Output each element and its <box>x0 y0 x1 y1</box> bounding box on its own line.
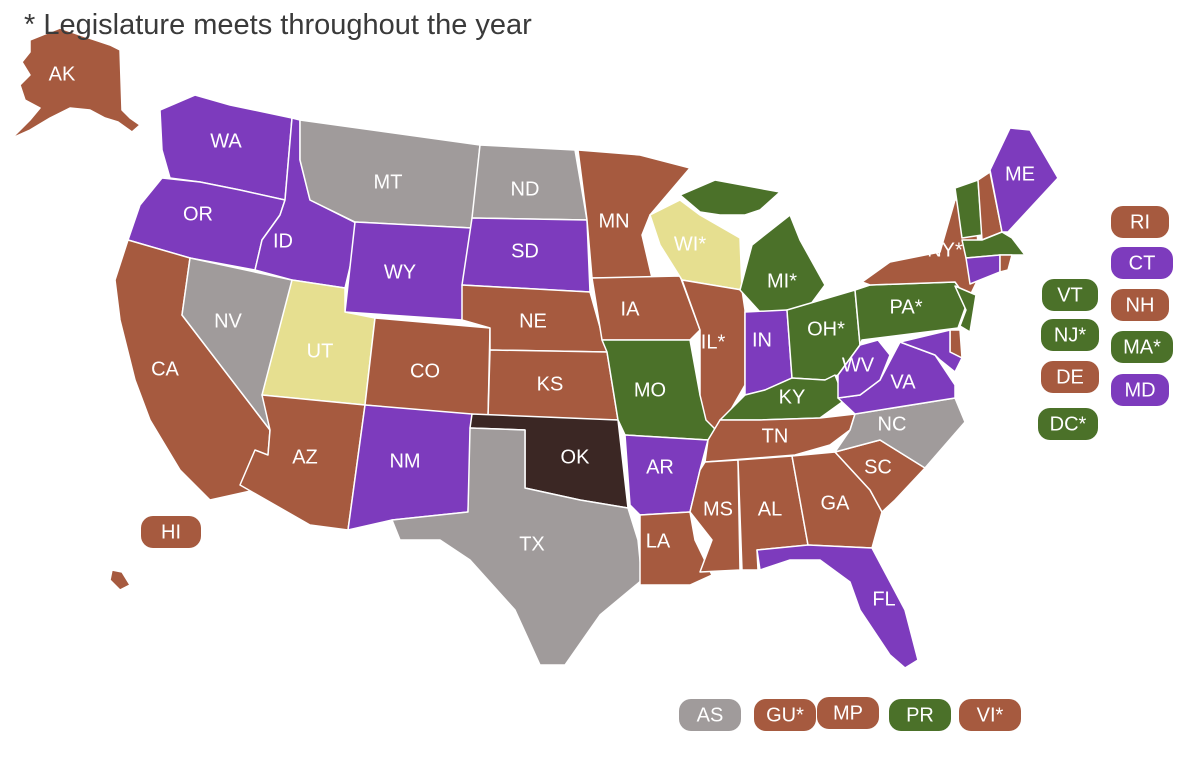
state-label: AZ <box>292 446 318 468</box>
state-shapes <box>11 27 1059 669</box>
state-shape <box>391 427 643 666</box>
badge-label: CT <box>1129 252 1156 274</box>
badge <box>817 697 879 729</box>
state-label: SC <box>864 456 892 478</box>
badge <box>1042 279 1098 311</box>
badge <box>1041 319 1099 351</box>
state-label: WI* <box>674 233 706 255</box>
state-label: SD <box>511 240 539 262</box>
state-label: AL <box>758 498 782 520</box>
state-label: ID <box>273 230 293 252</box>
badge <box>959 699 1021 731</box>
state-label: CA <box>151 358 179 380</box>
badge-label: DE <box>1056 366 1084 388</box>
state-label: IA <box>621 298 641 320</box>
state-label: FL <box>872 588 895 610</box>
badge <box>1111 206 1169 238</box>
badge <box>1111 289 1169 321</box>
state-label: WV <box>842 354 875 376</box>
badge-label: DC* <box>1050 413 1087 435</box>
state-shape <box>679 179 781 216</box>
state-label: NE <box>519 310 547 332</box>
badge <box>141 516 201 548</box>
state-label: WA <box>210 130 242 152</box>
state-label: AK <box>49 63 76 85</box>
badge-label: PR <box>906 704 934 726</box>
map-title: * Legislature meets throughout the year <box>24 9 532 41</box>
state-label: TN <box>762 425 789 447</box>
state-label: NV <box>214 310 242 332</box>
state-label: OR <box>183 203 213 225</box>
badge-label: RI <box>1130 211 1150 233</box>
state-label: NM <box>389 450 420 472</box>
state-label: MS <box>703 498 733 520</box>
state-label: GA <box>821 492 851 514</box>
state-shape <box>109 569 131 591</box>
state-label: NY* <box>927 239 963 261</box>
badge <box>1038 408 1098 440</box>
state-label: OK <box>561 446 591 468</box>
badge <box>889 699 951 731</box>
state-label: MT <box>374 171 403 193</box>
state-shape <box>954 285 977 333</box>
badge-label: NJ* <box>1054 324 1086 346</box>
badge-label: VT <box>1057 284 1083 306</box>
state-labels: AK WA OR CA NV ID MT WY UT CO AZ NM ND SD NE KS OK TX MN IA… <box>49 63 1173 731</box>
badge-label: VI* <box>977 704 1004 726</box>
state-label: PA* <box>890 296 923 318</box>
state-label: MI* <box>767 270 797 292</box>
state-label: CO <box>410 360 440 382</box>
state-label: IN <box>752 329 772 351</box>
state-shape <box>837 339 891 399</box>
state-label: ME <box>1005 163 1035 185</box>
state-label: MO <box>634 379 666 401</box>
badge <box>1111 331 1173 363</box>
badge <box>1041 361 1099 393</box>
badge-label: MP <box>833 702 863 724</box>
state-shape <box>649 199 743 291</box>
badge <box>754 699 816 731</box>
badge <box>1111 247 1173 279</box>
state-shape <box>861 199 981 301</box>
badge-label: GU* <box>766 704 804 726</box>
badge <box>1111 374 1169 406</box>
state-label: TX <box>519 533 545 555</box>
state-label: KS <box>537 373 564 395</box>
state-label: WY <box>384 261 416 283</box>
state-label: LA <box>646 530 671 552</box>
state-label: VA <box>890 371 916 393</box>
state-label: MN <box>598 210 629 232</box>
state-label: AR <box>646 456 674 478</box>
state-label: NC <box>878 413 907 435</box>
state-shape <box>756 544 919 669</box>
badge-label: HI <box>161 521 181 543</box>
badge <box>679 699 741 731</box>
state-shape <box>591 275 701 341</box>
state-shape <box>577 149 691 279</box>
state-label: IL* <box>701 331 726 353</box>
state-shape <box>965 254 1001 285</box>
state-shape <box>11 27 141 139</box>
badge-label: MD <box>1124 379 1155 401</box>
state-label: ND <box>511 178 540 200</box>
state-shape <box>999 254 1013 273</box>
state-shape <box>739 214 826 313</box>
badge-label: MA* <box>1123 336 1161 358</box>
state-label: OH* <box>807 318 845 340</box>
badge-label: AS <box>697 704 724 726</box>
state-label: KY <box>779 386 806 408</box>
state-label: UT <box>307 340 334 362</box>
state-shape <box>899 329 963 373</box>
badge-label: NH <box>1126 294 1155 316</box>
